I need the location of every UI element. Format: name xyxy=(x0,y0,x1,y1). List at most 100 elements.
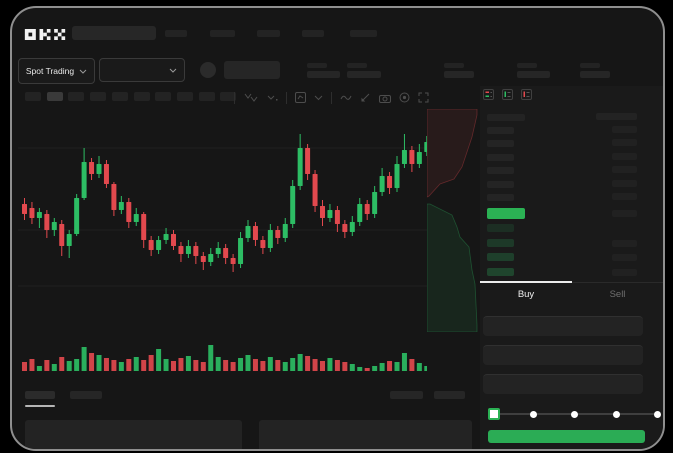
book-view-toggles xyxy=(483,89,532,100)
depth-chart[interactable] xyxy=(427,109,480,332)
indicators-icon[interactable] xyxy=(295,92,306,103)
volume-bar xyxy=(424,366,427,371)
tab-sell[interactable]: Sell xyxy=(572,289,663,300)
asks-book-icon[interactable] xyxy=(521,89,532,100)
slider-handle-active[interactable] xyxy=(488,408,500,420)
candlestick-chart[interactable] xyxy=(18,110,427,334)
volume-bar xyxy=(126,359,132,371)
total-input[interactable] xyxy=(483,374,643,394)
candle-body xyxy=(171,234,176,246)
candle-body xyxy=(416,152,422,164)
nav-item-placeholder[interactable] xyxy=(210,30,235,37)
bid-amount-bar xyxy=(612,254,637,261)
candle-body xyxy=(148,240,154,250)
bid-price-bar[interactable] xyxy=(487,238,514,247)
slider-step-dot[interactable] xyxy=(613,411,620,418)
stat-value-placeholder xyxy=(580,71,610,78)
stat-value-placeholder xyxy=(307,71,340,78)
timeframe-button[interactable] xyxy=(46,92,63,101)
interval-chevron-icon[interactable] xyxy=(266,93,278,102)
volume-bar xyxy=(200,362,206,371)
bid-price-bar[interactable] xyxy=(487,253,514,261)
volume-bar xyxy=(320,361,325,371)
slider-step-dot[interactable] xyxy=(571,411,578,418)
combined-book-icon[interactable] xyxy=(483,89,494,100)
fullscreen-icon[interactable] xyxy=(418,92,429,103)
settings-icon[interactable] xyxy=(399,92,410,103)
candle-body xyxy=(364,204,370,214)
timeframe-button[interactable] xyxy=(25,92,41,101)
line-tool-icon[interactable] xyxy=(340,93,352,102)
okx-logo[interactable] xyxy=(24,27,66,45)
bids-depth-area xyxy=(427,203,478,332)
timeframe-button[interactable] xyxy=(155,92,172,101)
timeframe-button[interactable] xyxy=(198,92,215,101)
bottom-tab-active[interactable] xyxy=(25,391,55,399)
candle-body xyxy=(111,184,117,210)
candle-body xyxy=(126,202,132,222)
market-type-selector[interactable]: Spot Trading xyxy=(18,58,95,84)
nav-item-placeholder[interactable] xyxy=(302,30,324,37)
amount-input[interactable] xyxy=(483,345,643,365)
timeframe-button[interactable] xyxy=(111,92,128,101)
asks-depth-area xyxy=(427,109,478,198)
volume-bar xyxy=(230,362,236,371)
volume-bar xyxy=(297,354,303,371)
ask-price-bar[interactable] xyxy=(487,127,514,134)
candle-style-icon[interactable] xyxy=(243,93,258,102)
bottom-action-placeholder[interactable] xyxy=(390,391,423,399)
volume-bar xyxy=(238,358,244,371)
stat-label-placeholder xyxy=(347,63,367,68)
volume-bar xyxy=(171,361,176,371)
volume-bar xyxy=(305,356,311,371)
bids-book-icon[interactable] xyxy=(502,89,513,100)
search-placeholder[interactable] xyxy=(72,26,156,40)
tab-buy[interactable]: Buy xyxy=(480,289,572,300)
nav-item-placeholder[interactable] xyxy=(350,30,377,37)
candle-body xyxy=(200,256,206,262)
candle-body xyxy=(290,186,296,224)
volume-bar xyxy=(118,362,124,371)
timeframe-button[interactable] xyxy=(90,92,107,101)
nav-item-placeholder[interactable] xyxy=(165,30,187,37)
price-input[interactable] xyxy=(483,316,643,336)
volume-bar xyxy=(223,360,229,371)
camera-icon[interactable] xyxy=(379,93,391,103)
timeframe-button[interactable] xyxy=(176,92,193,101)
ask-price-bar[interactable] xyxy=(487,153,514,161)
volume-bar xyxy=(96,355,102,371)
candle-body xyxy=(409,150,415,164)
volume-chart[interactable] xyxy=(18,338,427,371)
chevron-down-icon[interactable] xyxy=(314,93,323,102)
volume-bar xyxy=(416,363,422,371)
ask-price-bar[interactable] xyxy=(487,167,514,175)
ask-price-bar[interactable] xyxy=(487,194,514,201)
last-price-bar[interactable] xyxy=(487,208,525,219)
candle-body xyxy=(96,164,102,174)
volume-bar xyxy=(111,360,117,371)
timeframe-button[interactable] xyxy=(133,92,150,101)
pair-selector[interactable] xyxy=(99,58,185,82)
candle-body xyxy=(252,226,258,240)
volume-bar xyxy=(372,366,378,371)
ask-price-bar[interactable] xyxy=(487,180,514,188)
bid-price-bar[interactable] xyxy=(487,224,514,232)
ask-amount-bar xyxy=(612,152,637,160)
volume-bar xyxy=(252,359,258,371)
bottom-action-placeholder[interactable] xyxy=(434,391,465,399)
slider-step-dot[interactable] xyxy=(530,411,537,418)
volume-bar xyxy=(22,362,27,371)
nav-item-placeholder[interactable] xyxy=(257,30,280,37)
timeframe-button[interactable] xyxy=(68,92,85,101)
buy-submit-button[interactable] xyxy=(488,430,645,443)
draw-tool-icon[interactable] xyxy=(360,92,371,103)
timeframe-button[interactable] xyxy=(220,92,237,101)
candle-body xyxy=(379,176,385,192)
ask-price-bar[interactable] xyxy=(487,140,514,148)
volume-bar xyxy=(208,345,214,371)
bottom-tab[interactable] xyxy=(70,391,102,399)
active-tab-underline xyxy=(25,405,55,407)
ask-amount-bar xyxy=(612,179,637,187)
slider-step-dot[interactable] xyxy=(654,411,661,418)
bid-price-bar[interactable] xyxy=(487,267,514,276)
